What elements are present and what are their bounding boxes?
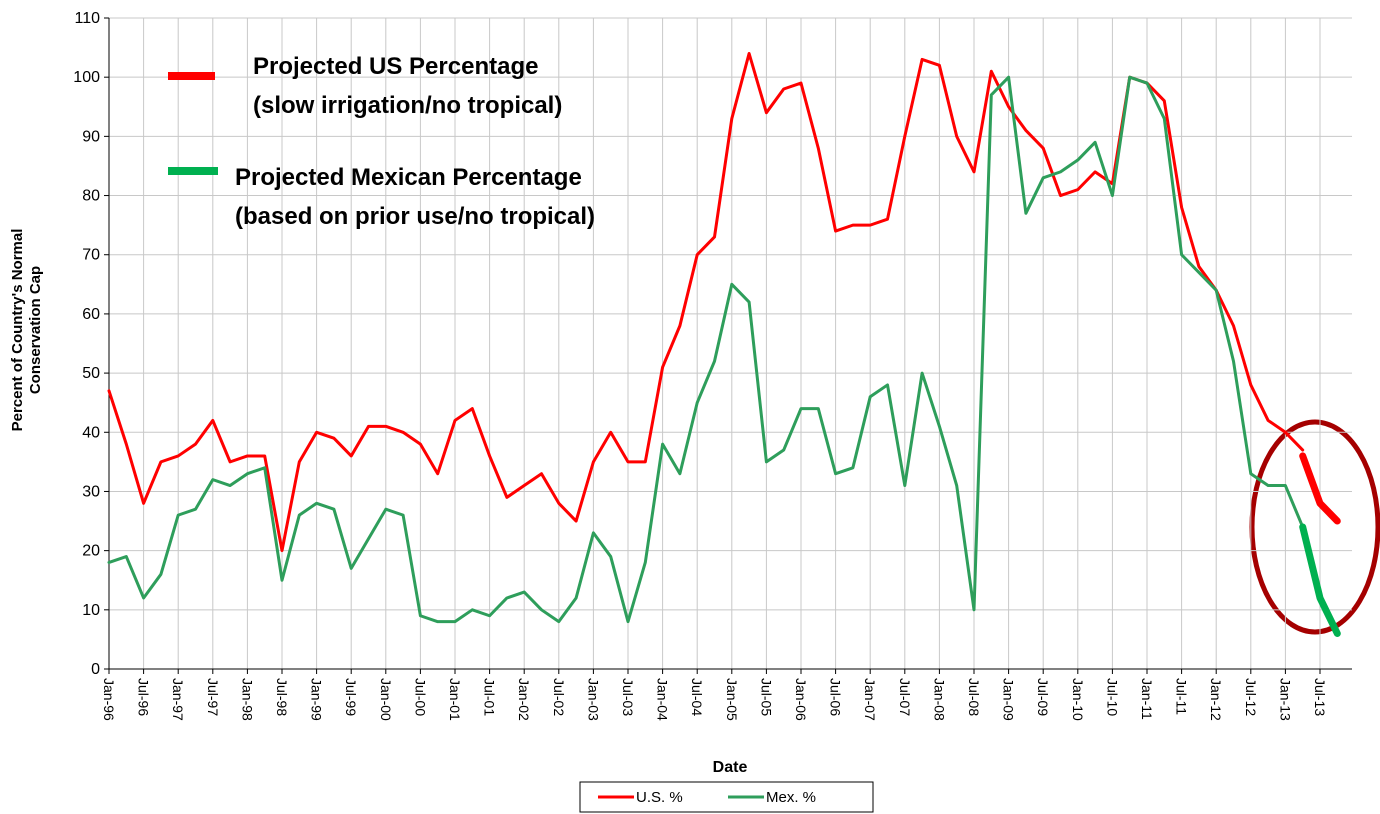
x-tick-label: Jul-11 — [1174, 678, 1190, 715]
x-tick-label: Jan-09 — [1001, 678, 1017, 721]
series-line — [107, 52, 1305, 553]
legend-label: U.S. % — [636, 789, 683, 806]
legend-label: Mex. % — [766, 789, 816, 806]
y-tick-label: 20 — [82, 543, 100, 560]
y-tick-label: 90 — [82, 128, 100, 145]
x-tick-label: Jul-07 — [897, 678, 913, 716]
x-tick-label: Jan-07 — [862, 678, 878, 721]
annotation-title: Projected Mexican Percentage — [235, 164, 582, 191]
series-line — [1299, 523, 1341, 637]
x-tick-label: Jul-09 — [1035, 678, 1051, 716]
x-tick-label: Jul-04 — [689, 678, 705, 716]
x-tick-label: Jan-98 — [239, 678, 255, 721]
x-tick-label: Jan-11 — [1139, 678, 1155, 720]
y-tick-label: 110 — [74, 10, 100, 27]
x-tick-label: Jul-02 — [551, 678, 567, 716]
x-tick-label: Jan-06 — [793, 678, 809, 721]
annotation-title: Projected US Percentage — [253, 53, 538, 80]
x-tick-label: Jul-99 — [343, 678, 359, 716]
x-tick-label: Jul-97 — [205, 678, 221, 716]
y-tick-label: 50 — [82, 365, 100, 382]
x-tick-label: Jul-10 — [1104, 678, 1120, 716]
x-tick-label: Jul-08 — [966, 678, 982, 716]
x-tick-label: Jul-06 — [828, 678, 844, 716]
x-tick-label: Jan-02 — [516, 678, 532, 721]
y-axis-title-line: Conservation Cap — [27, 266, 44, 394]
x-tick-label: Jan-03 — [585, 678, 601, 721]
x-tick-label: Jul-12 — [1243, 678, 1259, 716]
x-tick-label: Jul-01 — [482, 678, 498, 716]
y-axis-title-line: Percent of Country's Normal — [9, 229, 26, 432]
highlight-ellipse — [1249, 419, 1380, 635]
x-tick-label: Jan-05 — [724, 678, 740, 721]
x-tick-label: Jan-00 — [378, 678, 394, 721]
annotation-note: (slow irrigation/no tropical) — [253, 92, 562, 119]
x-tick-label: Jan-12 — [1208, 678, 1224, 721]
y-axis-title: Percent of Country's Normal Conservation… — [9, 229, 44, 432]
x-tick-label: Jul-13 — [1312, 678, 1328, 716]
y-tick-label: 70 — [82, 247, 100, 264]
x-tick-label: Jan-99 — [309, 678, 325, 721]
y-tick-label: 60 — [82, 306, 100, 323]
x-tick-label: Jan-96 — [101, 678, 117, 721]
x-tick-label: Jul-00 — [412, 678, 428, 716]
y-tick-label: 0 — [91, 661, 100, 678]
y-tick-label: 80 — [82, 188, 100, 205]
x-tick-label: Jan-97 — [170, 678, 186, 721]
annotation-note: (based on prior use/no tropical) — [235, 203, 595, 230]
x-tick-label: Jan-04 — [655, 678, 671, 721]
x-tick-label: Jan-08 — [931, 678, 947, 721]
series-line — [107, 75, 1305, 624]
x-tick-label: Jan-13 — [1277, 678, 1293, 721]
x-tick-label: Jul-96 — [136, 678, 152, 716]
x-axis-title: Date — [713, 759, 748, 776]
series-line — [1299, 452, 1341, 525]
x-tick-label: Jul-98 — [274, 678, 290, 716]
y-tick-label: 100 — [73, 69, 100, 86]
y-tick-label: 10 — [82, 602, 100, 619]
x-tick-label: Jul-05 — [758, 678, 774, 716]
y-tick-label: 30 — [82, 483, 100, 500]
x-tick-label: Jan-01 — [447, 678, 463, 721]
x-tick-label: Jul-03 — [620, 678, 636, 716]
x-tick-label: Jan-10 — [1070, 678, 1086, 721]
y-tick-label: 40 — [82, 424, 100, 441]
